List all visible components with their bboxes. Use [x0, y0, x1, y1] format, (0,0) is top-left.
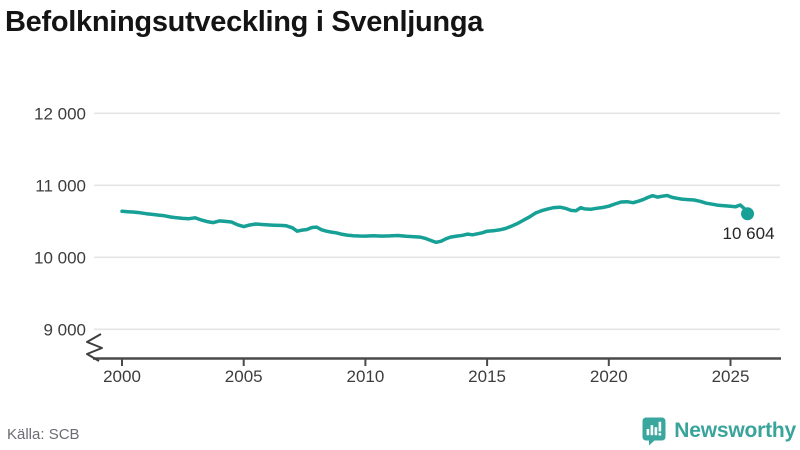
x-tick-label: 2020	[590, 367, 628, 386]
newsworthy-wordmark: Newsworthy	[674, 419, 796, 442]
x-tick-label: 2015	[468, 367, 506, 386]
y-tick-label: 12 000	[34, 104, 86, 123]
x-tick-label: 2000	[103, 367, 141, 386]
x-tick-label: 2005	[225, 367, 263, 386]
y-axis-break-icon	[86, 333, 103, 362]
last-value-dot	[741, 207, 755, 221]
x-axis-ticks	[121, 358, 732, 366]
chart-title: Befolkningsutveckling i Svenljunga	[5, 6, 484, 38]
y-tick-label: 11 000	[35, 176, 86, 195]
x-tick-label: 2025	[712, 367, 750, 386]
source-note: Källa: SCB	[7, 426, 80, 443]
newsworthy-bubble-chart-icon	[642, 417, 666, 446]
x-tick-label: 2010	[346, 367, 384, 386]
last-value-label: 10 604	[723, 224, 775, 243]
newsworthy-logo: Newsworthy	[641, 416, 796, 446]
gridlines	[94, 112, 780, 331]
y-axis-tick-labels: 9 000 10 000 11 000 12 000	[34, 104, 86, 339]
y-tick-label: 9 000	[43, 320, 86, 339]
population-series-line	[120, 193, 750, 245]
x-axis-tick-labels: 2000 2005 2010 2015 2020 2025	[103, 367, 749, 386]
y-tick-label: 10 000	[34, 248, 86, 267]
